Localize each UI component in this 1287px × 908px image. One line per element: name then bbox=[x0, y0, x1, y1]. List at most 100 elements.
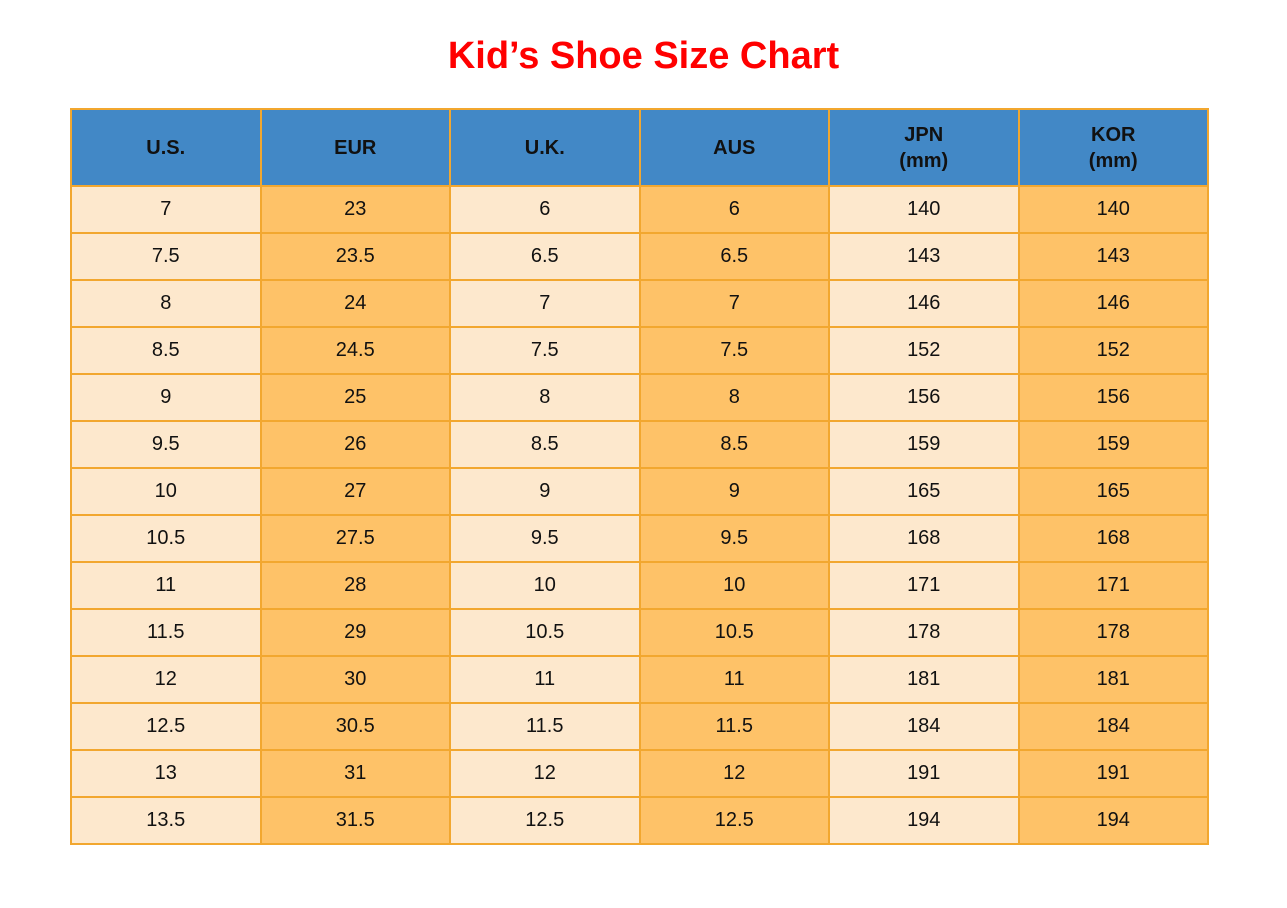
table-cell: 24.5 bbox=[259, 326, 451, 375]
table-cell: 7 bbox=[638, 279, 830, 328]
column-header-eur: EUR bbox=[259, 108, 451, 187]
table-row: 13.5 31.5 12.5 12.5 194 194 bbox=[70, 796, 1209, 845]
table-cell: 30 bbox=[259, 655, 451, 704]
table-cell: 140 bbox=[828, 185, 1020, 234]
table-cell: 13 bbox=[70, 749, 262, 798]
table-cell: 191 bbox=[828, 749, 1020, 798]
table-cell: 165 bbox=[1017, 467, 1209, 516]
table-cell: 12.5 bbox=[70, 702, 262, 751]
table-cell: 184 bbox=[828, 702, 1020, 751]
table-cell: 12 bbox=[70, 655, 262, 704]
table-cell: 8 bbox=[70, 279, 262, 328]
table-cell: 10 bbox=[638, 561, 830, 610]
table-cell: 31.5 bbox=[259, 796, 451, 845]
table-cell: 9.5 bbox=[638, 514, 830, 563]
table-cell: 13.5 bbox=[70, 796, 262, 845]
column-header-label: U.S. bbox=[146, 136, 186, 159]
table-header: U.S. EUR U.K. AUS JPN (mm) KOR (mm) bbox=[70, 108, 1209, 187]
table-cell: 156 bbox=[1017, 373, 1209, 422]
table-row: 13 31 12 12 191 191 bbox=[70, 749, 1209, 798]
table-cell: 165 bbox=[828, 467, 1020, 516]
table-row: 8 24 7 7 146 146 bbox=[70, 279, 1209, 328]
column-header-label: U.K. bbox=[524, 136, 565, 159]
table-cell: 9.5 bbox=[449, 514, 641, 563]
table-cell: 159 bbox=[828, 420, 1020, 469]
table-cell: 8 bbox=[638, 373, 830, 422]
table-cell: 23.5 bbox=[259, 232, 451, 281]
table-cell: 23 bbox=[259, 185, 451, 234]
table-cell: 7.5 bbox=[70, 232, 262, 281]
table-cell: 12.5 bbox=[449, 796, 641, 845]
table-cell: 10.5 bbox=[638, 608, 830, 657]
table-cell: 146 bbox=[1017, 279, 1209, 328]
column-header-sub: (mm) bbox=[1088, 149, 1138, 172]
table-row: 12 30 11 11 181 181 bbox=[70, 655, 1209, 704]
table-cell: 11.5 bbox=[638, 702, 830, 751]
table-cell: 9.5 bbox=[70, 420, 262, 469]
table-cell: 9 bbox=[449, 467, 641, 516]
table-cell: 29 bbox=[259, 608, 451, 657]
table-cell: 178 bbox=[1017, 608, 1209, 657]
table-row: 9.5 26 8.5 8.5 159 159 bbox=[70, 420, 1209, 469]
table-cell: 12.5 bbox=[638, 796, 830, 845]
table-cell: 11.5 bbox=[70, 608, 262, 657]
table-cell: 27 bbox=[259, 467, 451, 516]
table-row: 9 25 8 8 156 156 bbox=[70, 373, 1209, 422]
table-cell: 30.5 bbox=[259, 702, 451, 751]
table-cell: 184 bbox=[1017, 702, 1209, 751]
table-cell: 7 bbox=[449, 279, 641, 328]
column-header-aus: AUS bbox=[638, 108, 830, 187]
table-body: 7 23 6 6 140 140 7.5 23.5 6.5 6.5 143 143 8 24 7 7 146 14… bbox=[70, 185, 1209, 845]
table-cell: 168 bbox=[828, 514, 1020, 563]
column-header-kor: KOR (mm) bbox=[1017, 108, 1209, 187]
table-cell: 10.5 bbox=[449, 608, 641, 657]
table-cell: 143 bbox=[828, 232, 1020, 281]
table-cell: 24 bbox=[259, 279, 451, 328]
table-cell: 8.5 bbox=[70, 326, 262, 375]
column-header-label: JPN bbox=[904, 123, 944, 146]
table-cell: 181 bbox=[828, 655, 1020, 704]
table-cell: 152 bbox=[828, 326, 1020, 375]
header-row: U.S. EUR U.K. AUS JPN (mm) KOR (mm) bbox=[70, 108, 1209, 187]
column-header-jpn: JPN (mm) bbox=[828, 108, 1020, 187]
table-cell: 11 bbox=[638, 655, 830, 704]
column-header-us: U.S. bbox=[70, 108, 262, 187]
page-title: Kid’s Shoe Size Chart bbox=[447, 35, 840, 77]
table-cell: 11 bbox=[70, 561, 262, 610]
table-cell: 28 bbox=[259, 561, 451, 610]
table-cell: 12 bbox=[638, 749, 830, 798]
table-cell: 178 bbox=[828, 608, 1020, 657]
table-cell: 6.5 bbox=[449, 232, 641, 281]
table-row: 11.5 29 10.5 10.5 178 178 bbox=[70, 608, 1209, 657]
table-cell: 7 bbox=[70, 185, 262, 234]
column-header-label: EUR bbox=[334, 136, 377, 159]
table-cell: 27.5 bbox=[259, 514, 451, 563]
table-cell: 143 bbox=[1017, 232, 1209, 281]
table-row: 8.5 24.5 7.5 7.5 152 152 bbox=[70, 326, 1209, 375]
table-cell: 168 bbox=[1017, 514, 1209, 563]
table-cell: 9 bbox=[638, 467, 830, 516]
table-row: 11 28 10 10 171 171 bbox=[70, 561, 1209, 610]
table-cell: 7.5 bbox=[449, 326, 641, 375]
table-cell: 6 bbox=[638, 185, 830, 234]
table-cell: 181 bbox=[1017, 655, 1209, 704]
table-cell: 156 bbox=[828, 373, 1020, 422]
table-cell: 10 bbox=[70, 467, 262, 516]
table-cell: 8.5 bbox=[449, 420, 641, 469]
shoe-size-table: U.S. EUR U.K. AUS JPN (mm) KOR (mm) bbox=[70, 108, 1209, 845]
table-row: 7 23 6 6 140 140 bbox=[70, 185, 1209, 234]
column-header-sub: (mm) bbox=[899, 149, 949, 172]
table-cell: 146 bbox=[828, 279, 1020, 328]
table-cell: 140 bbox=[1017, 185, 1209, 234]
table-cell: 11.5 bbox=[449, 702, 641, 751]
table-cell: 8.5 bbox=[638, 420, 830, 469]
table-cell: 12 bbox=[449, 749, 641, 798]
table-cell: 194 bbox=[828, 796, 1020, 845]
table-row: 7.5 23.5 6.5 6.5 143 143 bbox=[70, 232, 1209, 281]
column-header-uk: U.K. bbox=[449, 108, 641, 187]
table-cell: 6 bbox=[449, 185, 641, 234]
table-cell: 171 bbox=[828, 561, 1020, 610]
table-cell: 25 bbox=[259, 373, 451, 422]
table-cell: 159 bbox=[1017, 420, 1209, 469]
table-row: 10.5 27.5 9.5 9.5 168 168 bbox=[70, 514, 1209, 563]
